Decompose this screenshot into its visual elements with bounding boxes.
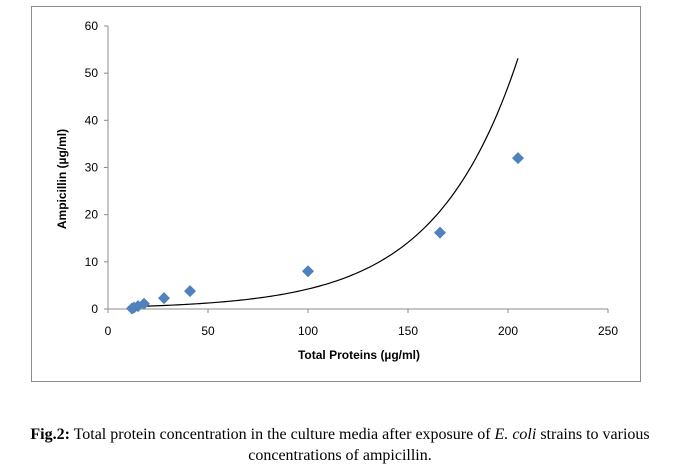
x-tick-label: 50 [201, 324, 215, 338]
y-axis-title: Ampicillin (µg/ml) [55, 129, 69, 229]
x-tick-label: 250 [598, 324, 618, 338]
caption-text-before: Total protein concentration in the cultu… [69, 426, 495, 443]
data-point [434, 226, 446, 239]
x-tick-label: 100 [298, 324, 318, 338]
y-tick-label: 0 [91, 302, 98, 316]
caption-label: Fig.2: [30, 426, 70, 443]
data-point [512, 152, 524, 165]
caption-organism: E. coli [494, 426, 537, 443]
x-tick-label: 200 [498, 324, 518, 338]
y-tick-label: 30 [85, 161, 99, 175]
x-tick-label: 0 [105, 324, 112, 338]
trendline [127, 58, 519, 308]
x-axis-ticks: 0 50 100 150 200 250 [105, 309, 618, 338]
chart-area: 0 10 20 30 40 50 60 0 50 100 150 200 250 Total Prot… [31, 6, 641, 382]
x-axis-title: Total Proteins (µg/ml) [298, 348, 420, 362]
data-point [302, 265, 314, 278]
y-tick-label: 20 [85, 208, 99, 222]
data-point [158, 292, 170, 305]
x-tick-label: 150 [398, 324, 418, 338]
data-points [126, 152, 524, 315]
y-tick-label: 60 [85, 19, 99, 33]
y-tick-label: 40 [85, 113, 99, 127]
scatter-chart: 0 10 20 30 40 50 60 0 50 100 150 200 250 Total Prot… [55, 19, 618, 362]
data-point [184, 285, 196, 298]
figure-caption: Fig.2: Total protein concentration in th… [20, 424, 660, 466]
y-axis-ticks: 0 10 20 30 40 50 60 [85, 19, 108, 316]
y-tick-label: 10 [85, 255, 99, 269]
data-point [138, 297, 150, 310]
y-tick-label: 50 [85, 66, 99, 80]
caption-text-after: strains to various concentrations of amp… [248, 426, 650, 464]
